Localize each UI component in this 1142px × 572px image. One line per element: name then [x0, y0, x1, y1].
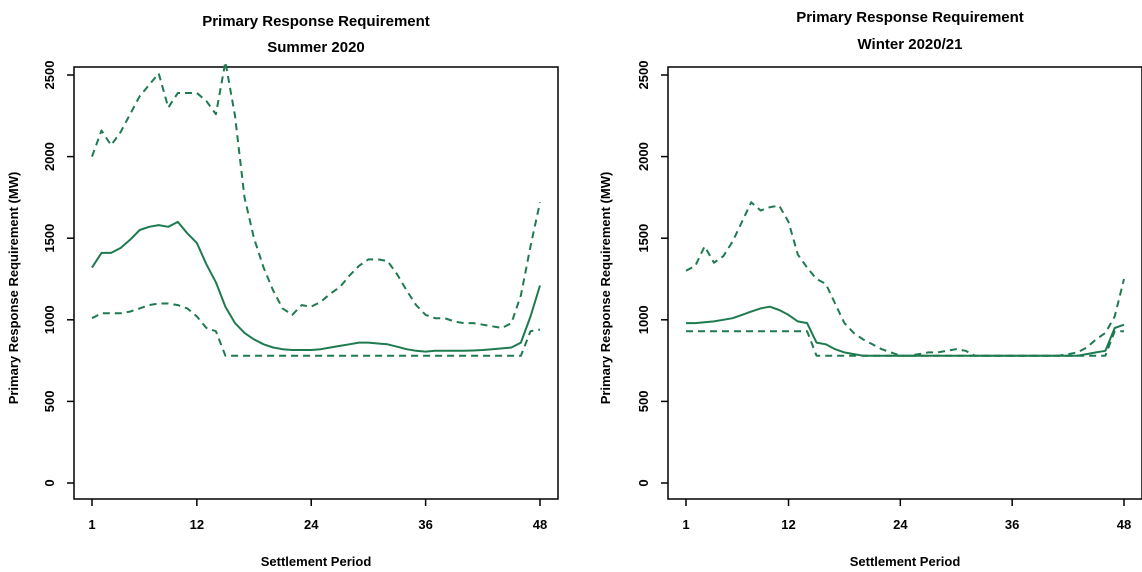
x-tick-label: 1: [88, 517, 95, 532]
y-tick-label: 1000: [636, 305, 651, 334]
y-tick-label: 500: [42, 391, 57, 413]
y-tick-label: 2500: [636, 61, 651, 90]
series-line-1-dashed: [91, 60, 541, 329]
x-axis-label: Settlement Period: [261, 554, 372, 569]
plot-frame: [73, 66, 559, 500]
y-tick-label: 1000: [42, 305, 57, 334]
x-tick-label: 36: [418, 517, 432, 532]
series-line-2-solid: [686, 305, 1125, 357]
y-tick-label: 2500: [42, 61, 57, 90]
y-tick-label: 1500: [42, 224, 57, 253]
chart-panel-1: Primary Response Requirement Summer 2020 S…: [6, 13, 559, 569]
x-tick-label: 1: [682, 517, 689, 532]
x-tick-label: 24: [304, 517, 319, 532]
y-tick-label: 2000: [42, 142, 57, 171]
plot-frame: [667, 66, 1142, 500]
x-tick-label: 24: [893, 517, 908, 532]
series-line-1-dashed: [685, 201, 1125, 357]
x-tick-label: 36: [1005, 517, 1019, 532]
x-tick-label: 12: [190, 517, 204, 532]
y-tick-label: 500: [636, 391, 651, 413]
series-line-3-dashed: [686, 330, 1124, 357]
series-line-2-solid: [91, 220, 541, 353]
chart-title: Primary Response Requirement: [202, 13, 430, 30]
series-line-3-dashed: [91, 302, 541, 357]
y-tick-label: 2000: [636, 142, 651, 171]
chart-title: Primary Response Requirement: [796, 9, 1024, 26]
y-axis-label: Primary Response Requirement (MW): [598, 172, 613, 405]
x-tick-label: 48: [1117, 517, 1131, 532]
y-tick-label: 0: [42, 479, 57, 486]
chart-subtitle: Winter 2020/21: [858, 36, 963, 53]
y-axis-label: Primary Response Requirement (MW): [6, 172, 21, 405]
chart-subtitle: Summer 2020: [267, 39, 365, 56]
chart-panel-2: Primary Response Requirement Winter 2020/…: [598, 9, 1142, 569]
y-tick-label: 1500: [636, 224, 651, 253]
y-tick-label: 0: [636, 479, 651, 486]
x-tick-label: 12: [781, 517, 795, 532]
x-tick-label: 48: [533, 517, 547, 532]
x-axis-label: Settlement Period: [850, 554, 961, 569]
